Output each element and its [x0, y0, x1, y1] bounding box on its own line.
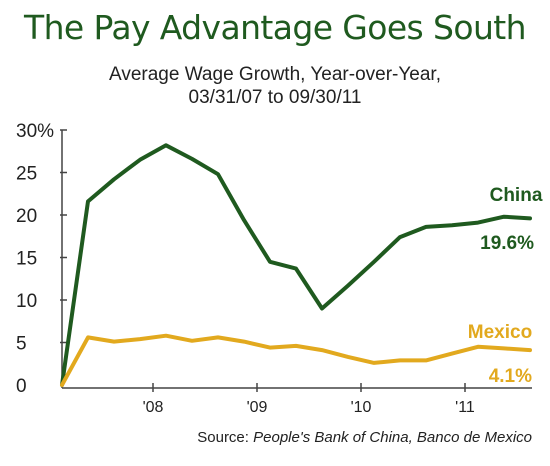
- y-tick-label: 25: [16, 164, 37, 185]
- series-name-label: Mexico: [468, 322, 532, 343]
- series-line-china: [60, 143, 532, 387]
- series-labels: China 19.6% Mexico 4.1%: [468, 185, 543, 387]
- chart-subtitle: Average Wage Growth, Year-over-Year, 03/…: [0, 63, 550, 109]
- source-label: Source:: [197, 429, 249, 446]
- y-tick-label: 15: [16, 249, 37, 270]
- y-tick-label: 5: [16, 334, 27, 355]
- x-tick-label: '10: [351, 399, 372, 416]
- y-axis: 0 5 10 15 20 25 30%: [16, 121, 67, 397]
- y-tick-label: 0: [16, 376, 27, 397]
- x-tick-label: '11: [455, 399, 475, 416]
- series-name-label: China: [490, 185, 543, 206]
- series-end-value: 4.1%: [489, 366, 532, 387]
- chart-title: The Pay Advantage Goes South: [24, 8, 526, 47]
- source-text: People's Bank of China, Banco de Mexico: [253, 429, 532, 446]
- x-axis: '08 '09 '10 '11: [62, 383, 532, 416]
- subtitle-line-1: Average Wage Growth, Year-over-Year,: [109, 64, 441, 85]
- y-tick-label: 10: [16, 291, 37, 312]
- source-note: Source: People's Bank of China, Banco de…: [197, 429, 532, 446]
- series-lines: [60, 143, 532, 387]
- x-tick-label: '09: [247, 399, 268, 416]
- subtitle-line-2: 03/31/07 to 09/30/11: [188, 87, 362, 108]
- y-tick-label: 30%: [16, 121, 54, 142]
- series-end-value: 19.6%: [480, 233, 534, 254]
- x-tick-label: '08: [143, 399, 164, 416]
- y-tick-label: 20: [16, 206, 37, 227]
- series-line-mexico: [60, 333, 532, 387]
